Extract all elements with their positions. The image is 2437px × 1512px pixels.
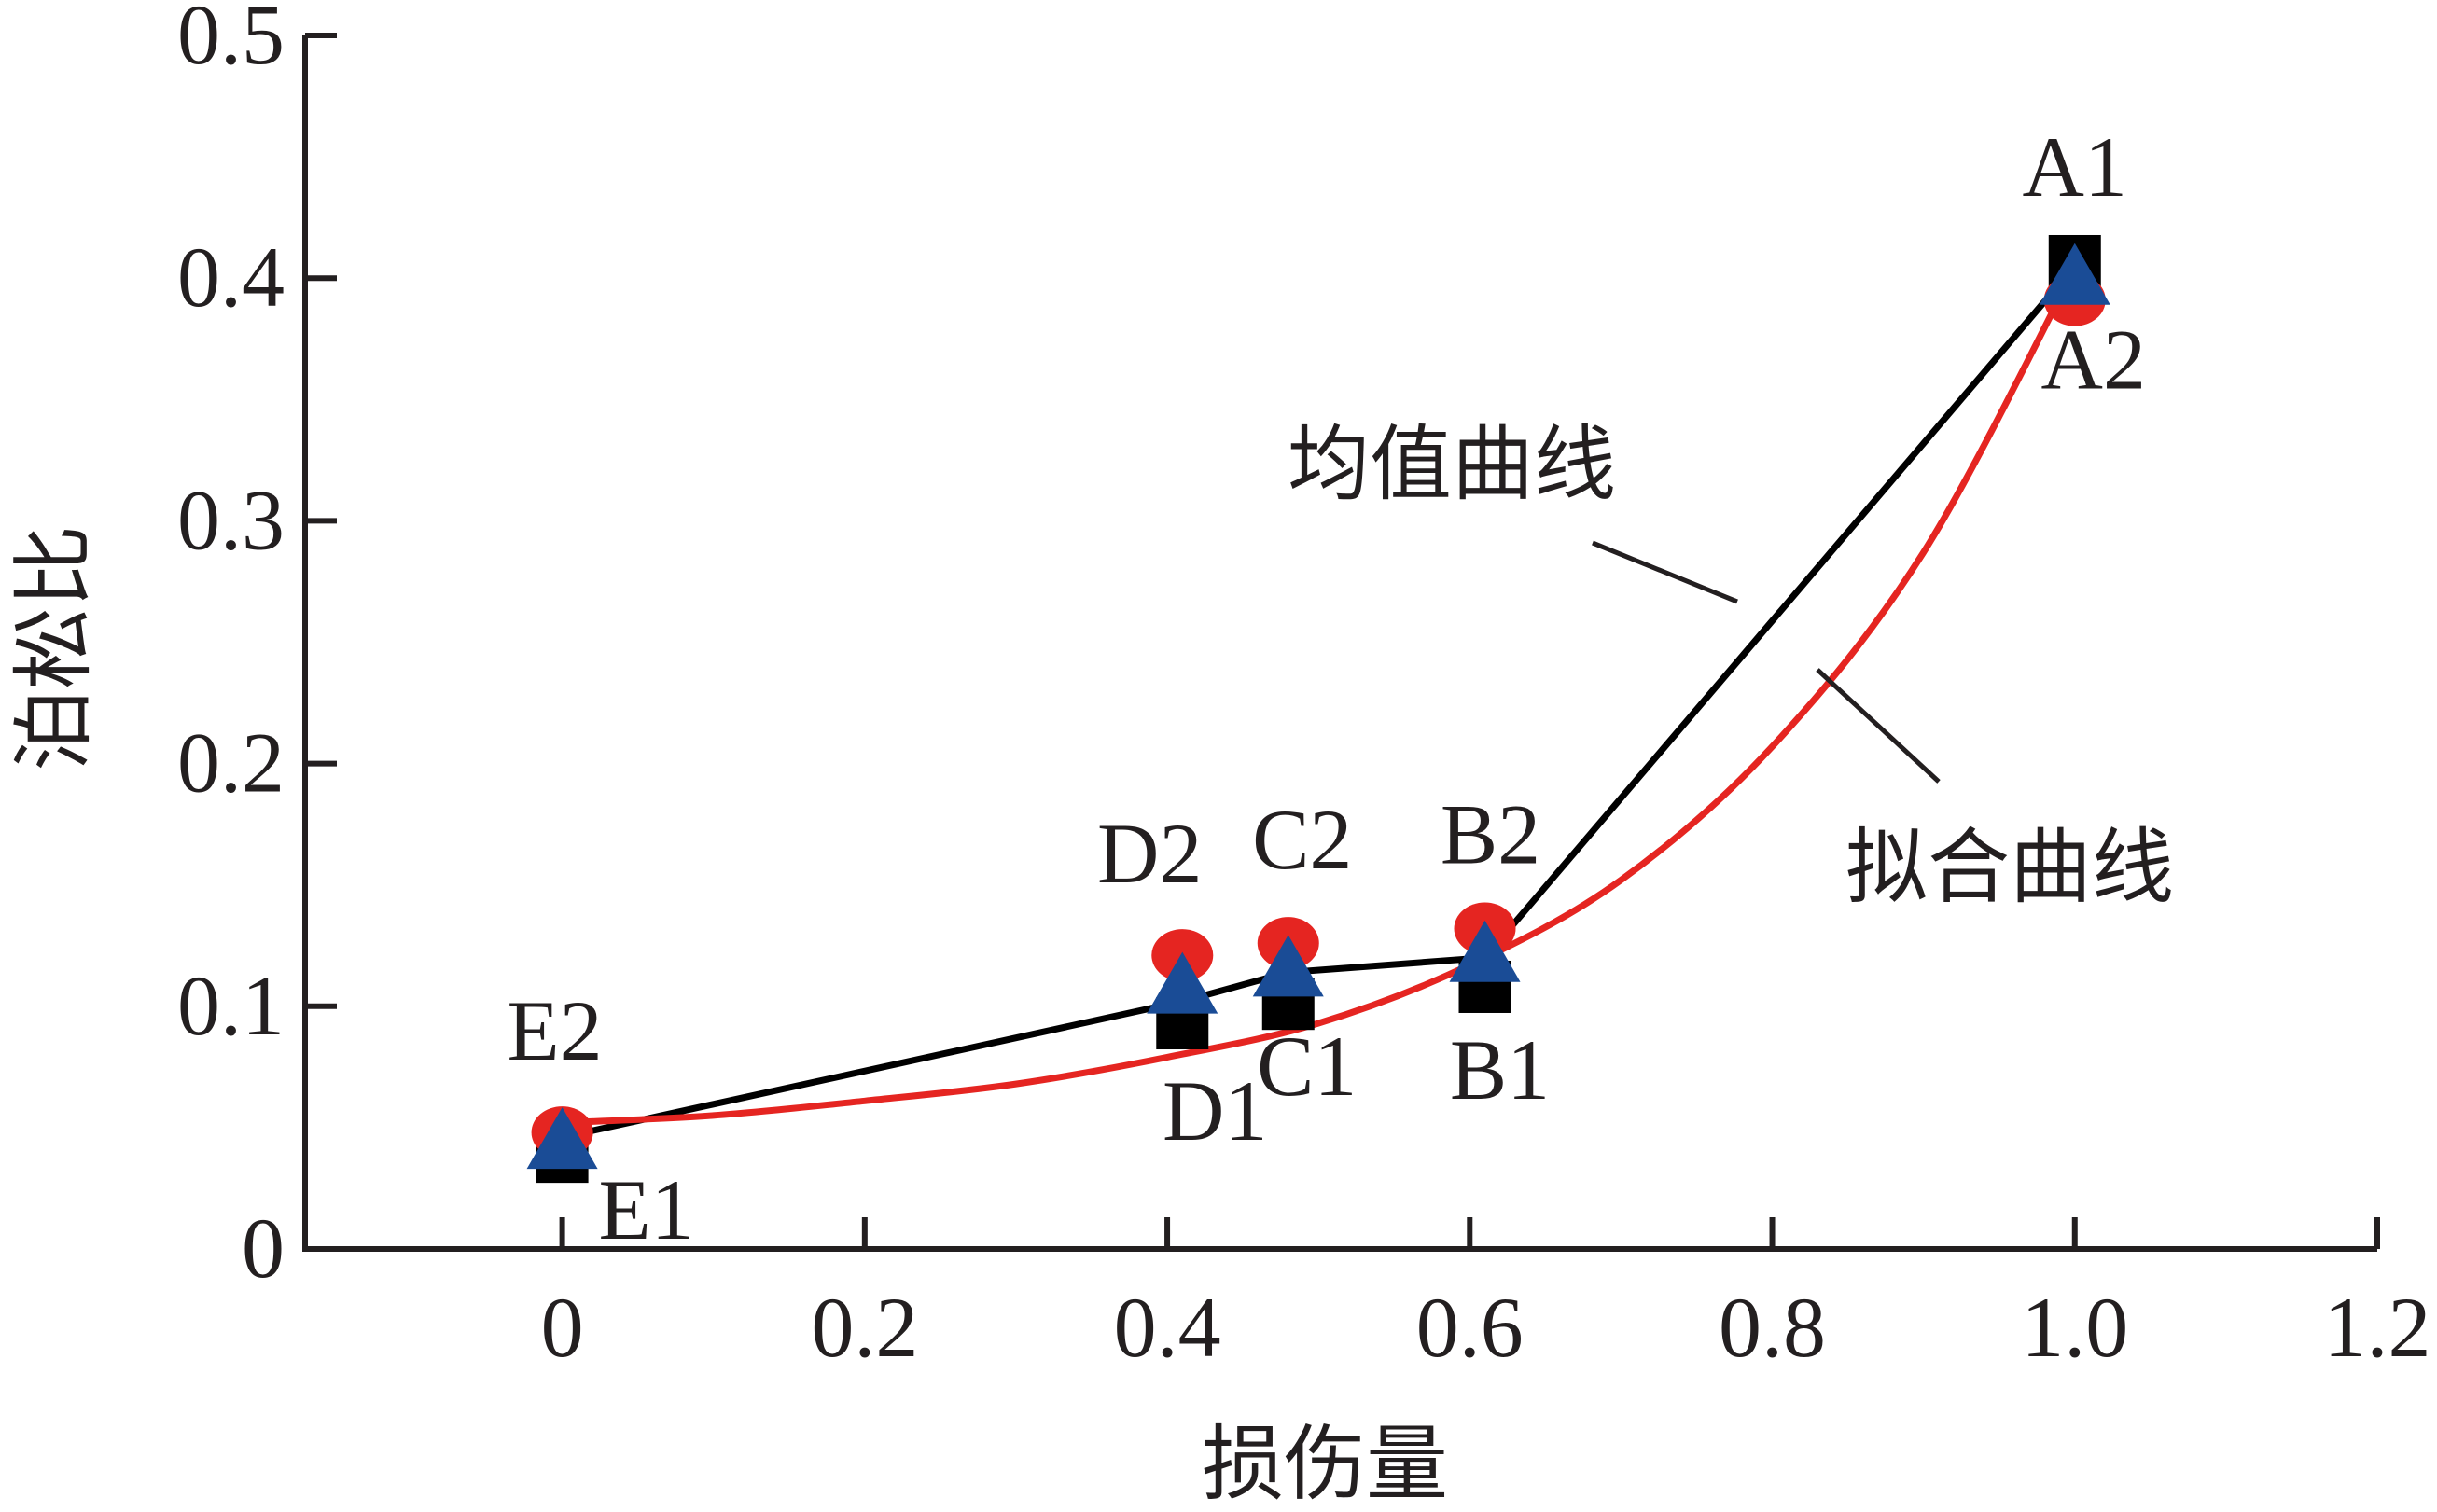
triangle-marker xyxy=(1147,951,1218,1014)
mean-curve-label: 均值曲线 xyxy=(1288,416,1616,512)
fit-curve-line xyxy=(562,267,2078,1127)
x-tick-label: 1.2 xyxy=(2324,1280,2431,1375)
y-tick-label: 0.2 xyxy=(177,715,285,811)
x-tick-label: 0.6 xyxy=(1416,1280,1524,1375)
axis-titles: 损伤量 泊松比 xyxy=(6,525,1448,1512)
y-tick-label: 0.3 xyxy=(177,472,285,567)
point-label-b2: B2 xyxy=(1441,787,1540,882)
curves xyxy=(561,263,2078,1141)
y-tick-label: 0.1 xyxy=(177,958,285,1053)
point-label-a2: A2 xyxy=(2041,312,2146,408)
annotations: 均值曲线 拟合曲线 xyxy=(1288,416,2174,915)
x-axis-title: 损伤量 xyxy=(1202,1416,1448,1512)
triangle-marker xyxy=(2039,243,2110,305)
y-tick-label: 0 xyxy=(242,1200,285,1296)
point-label-b1: B1 xyxy=(1450,1022,1550,1117)
point-label-c1: C1 xyxy=(1257,1019,1357,1114)
x-tick-label: 0.8 xyxy=(1719,1280,1826,1375)
y-tick-label: 0.4 xyxy=(177,229,285,325)
x-tick-label: 0 xyxy=(541,1280,584,1375)
mean-curve-line xyxy=(561,263,2078,1141)
axes: 0 0.1 0.2 0.3 0.4 0.5 0 0.2 0.4 0.6 0.8 1.0 1.2 xyxy=(177,0,2431,1375)
markers xyxy=(526,234,2110,1184)
fit-curve-leader xyxy=(1816,668,1941,784)
x-tick-label: 0.4 xyxy=(1114,1280,1221,1375)
y-axis-title: 泊松比 xyxy=(6,525,102,771)
triangle-marker xyxy=(526,1107,598,1170)
point-label-d2: D2 xyxy=(1097,806,1202,901)
x-tick-label: 1.0 xyxy=(2021,1280,2128,1375)
point-label-e1: E1 xyxy=(598,1162,693,1257)
y-tick-label: 0.5 xyxy=(177,0,285,82)
point-label-c2: C2 xyxy=(1252,792,1352,887)
point-label-a1: A1 xyxy=(2023,119,2127,215)
triangle-marker xyxy=(1252,935,1324,997)
x-tick-label: 0.2 xyxy=(811,1280,918,1375)
point-label-e2: E2 xyxy=(507,983,602,1078)
triangle-marker xyxy=(1449,920,1521,982)
fit-curve-label: 拟合曲线 xyxy=(1845,819,2174,915)
mean-curve-leader xyxy=(1592,540,1738,604)
point-label-d1: D1 xyxy=(1163,1063,1267,1158)
